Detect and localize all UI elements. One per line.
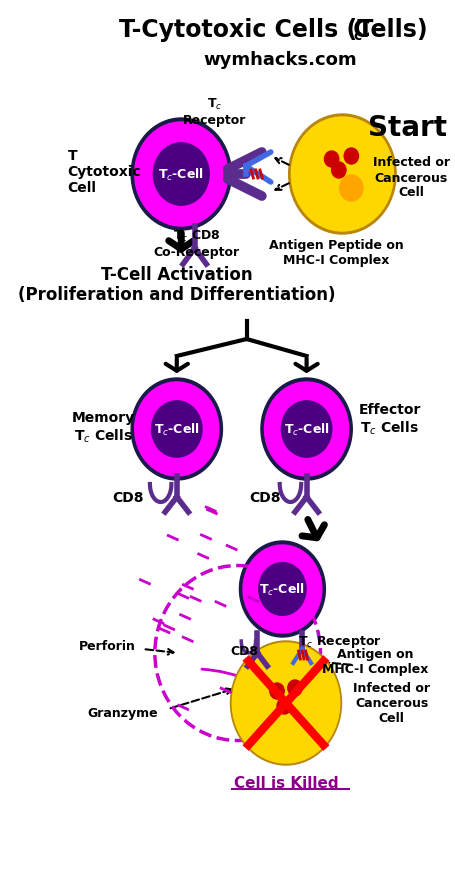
Text: T$_c$-Cell: T$_c$-Cell <box>158 167 204 182</box>
Text: T-Cytotoxic Cells (T: T-Cytotoxic Cells (T <box>119 18 374 42</box>
Circle shape <box>340 176 363 202</box>
Text: T$_c$-Cell: T$_c$-Cell <box>259 581 305 597</box>
Text: Cells): Cells) <box>345 18 428 42</box>
Text: CD8: CD8 <box>230 645 258 658</box>
Text: T$_c$ CD8
Co-Receptor: T$_c$ CD8 Co-Receptor <box>153 229 239 259</box>
Text: T$_c$-Cell: T$_c$-Cell <box>283 421 329 438</box>
Circle shape <box>131 119 232 231</box>
Text: Perforin: Perforin <box>79 640 136 653</box>
Text: T$_c$-Cell: T$_c$-Cell <box>154 421 200 438</box>
Circle shape <box>135 382 219 476</box>
Circle shape <box>270 683 284 700</box>
Circle shape <box>291 118 394 232</box>
Circle shape <box>153 143 209 206</box>
Text: Infected or
Cancerous
Cell: Infected or Cancerous Cell <box>353 681 430 725</box>
Text: T-Cell Activation
(Proliferation and Differentiation): T-Cell Activation (Proliferation and Dif… <box>18 265 335 304</box>
Text: CD8: CD8 <box>112 490 143 504</box>
Circle shape <box>344 149 359 165</box>
Text: Memory
T$_c$ Cells: Memory T$_c$ Cells <box>72 410 135 444</box>
Text: c: c <box>354 29 362 43</box>
Circle shape <box>233 643 340 763</box>
Text: wymhacks.com: wymhacks.com <box>203 51 357 69</box>
Circle shape <box>324 152 339 168</box>
Circle shape <box>231 641 342 765</box>
Text: Start: Start <box>368 114 447 142</box>
Text: Antigen on
MHC-I Complex: Antigen on MHC-I Complex <box>322 647 429 675</box>
Circle shape <box>288 680 302 696</box>
Text: Infected or
Cancerous
Cell: Infected or Cancerous Cell <box>373 156 450 199</box>
Circle shape <box>332 163 346 179</box>
Circle shape <box>239 541 325 637</box>
Circle shape <box>288 115 396 235</box>
Circle shape <box>277 698 291 714</box>
Circle shape <box>281 401 332 458</box>
Circle shape <box>243 546 322 634</box>
Text: Cell is Killed: Cell is Killed <box>234 776 339 791</box>
Circle shape <box>135 123 228 227</box>
Circle shape <box>259 563 306 616</box>
Circle shape <box>261 379 352 481</box>
Text: Antigen Peptide on
MHC-I Complex: Antigen Peptide on MHC-I Complex <box>269 239 404 267</box>
Circle shape <box>131 379 222 481</box>
Circle shape <box>264 382 349 476</box>
Text: T
Cytotoxic
Cell: T Cytotoxic Cell <box>67 149 141 195</box>
Circle shape <box>152 401 202 458</box>
Text: T$_c$
Receptor: T$_c$ Receptor <box>183 96 246 127</box>
Text: Granzyme: Granzyme <box>88 706 158 720</box>
Text: Effector
T$_c$ Cells: Effector T$_c$ Cells <box>359 402 421 436</box>
Text: CD8: CD8 <box>249 490 280 504</box>
Text: T$_c$ Receptor: T$_c$ Receptor <box>298 634 382 649</box>
